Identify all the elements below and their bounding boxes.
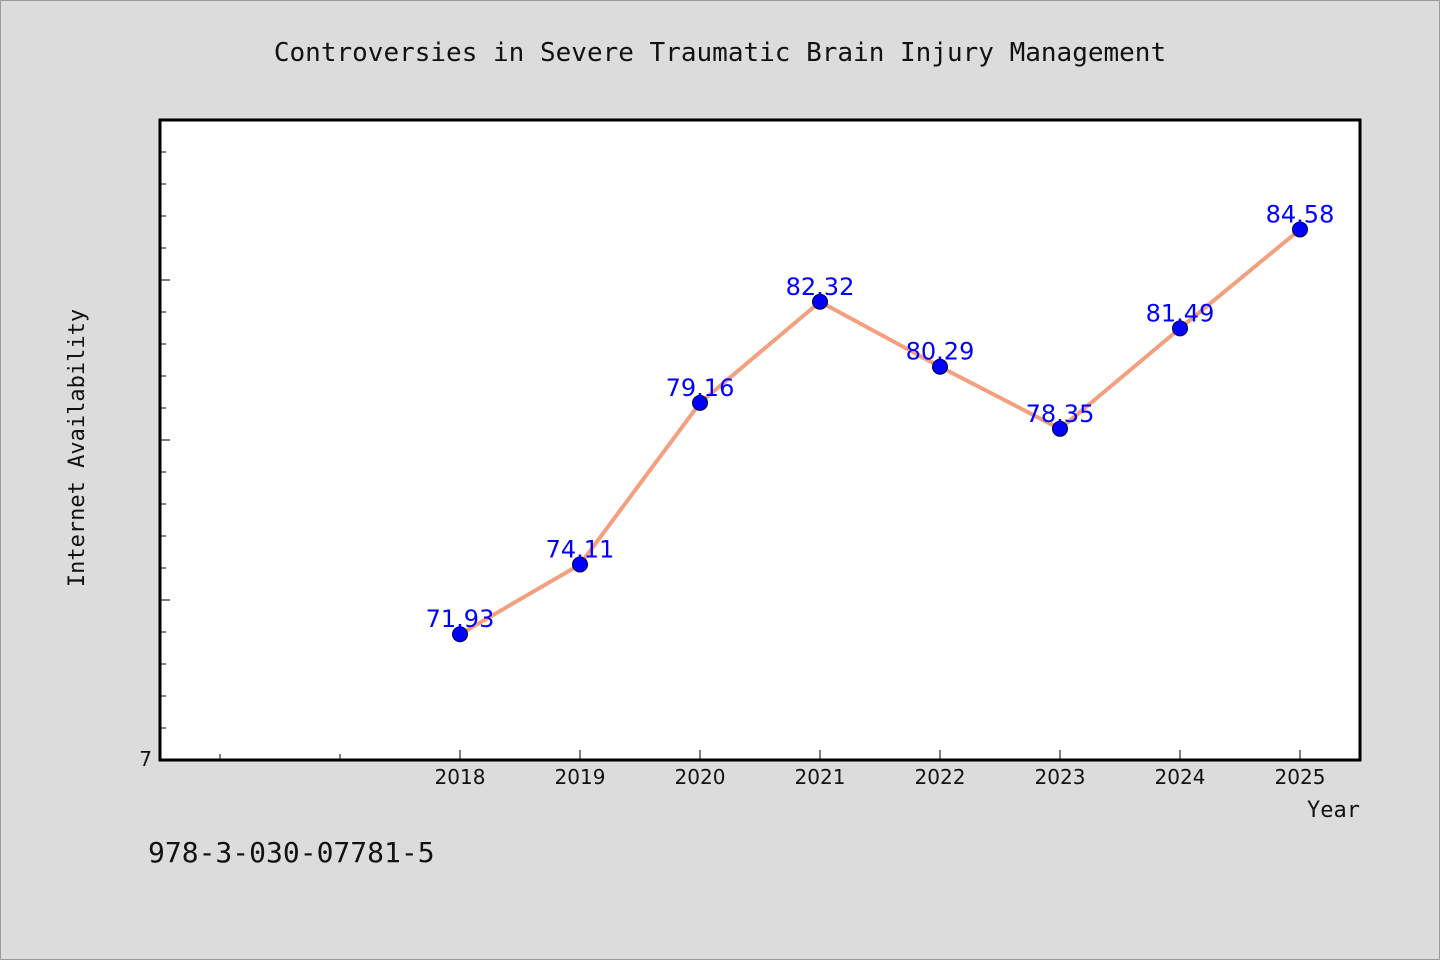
plot-area (160, 120, 1360, 760)
x-tick-label: 2023 (1035, 765, 1086, 789)
x-tick-label: 2020 (675, 765, 726, 789)
data-label: 74.11 (546, 535, 615, 563)
x-axis-ticks: 2018 2019 2020 2021 2022 2023 2024 2025 (219, 750, 1326, 789)
data-point (812, 293, 828, 310)
data-point (932, 358, 948, 375)
series-layer: 71.93 74.11 79.16 82.32 80.29 78.35 81.49 84.58 (426, 200, 1335, 643)
chart-title: Controversies in Severe Traumatic Brain … (274, 38, 1166, 68)
isbn-text: 978-3-030-07781-5 (148, 836, 435, 869)
data-label: 81.49 (1146, 299, 1215, 327)
x-tick-label: 2021 (795, 765, 846, 789)
plot-border (158, 118, 1362, 762)
x-tick-label: 2018 (435, 765, 486, 789)
data-point (1052, 420, 1068, 437)
data-label: 80.29 (906, 338, 975, 366)
y-axis-title: Internet Availability (65, 309, 90, 587)
x-tick-label: 2025 (1275, 765, 1326, 789)
series-line (458, 227, 1302, 637)
x-tick-label: 2024 (1155, 765, 1206, 789)
data-label: 71.93 (426, 605, 495, 633)
data-label: 79.16 (666, 374, 735, 402)
data-point (1292, 221, 1308, 238)
data-point (692, 394, 708, 411)
x-tick-label: 2022 (915, 765, 966, 789)
x-tick-label: 2019 (555, 765, 606, 789)
data-point (452, 626, 468, 643)
x-axis-title: Year (1307, 798, 1360, 823)
data-point (572, 556, 588, 573)
data-label: 78.35 (1026, 400, 1095, 428)
data-point (1172, 320, 1188, 337)
y-tick-label: 7 (139, 747, 152, 771)
data-label: 82.32 (786, 273, 855, 301)
data-label: 84.58 (1266, 200, 1335, 228)
